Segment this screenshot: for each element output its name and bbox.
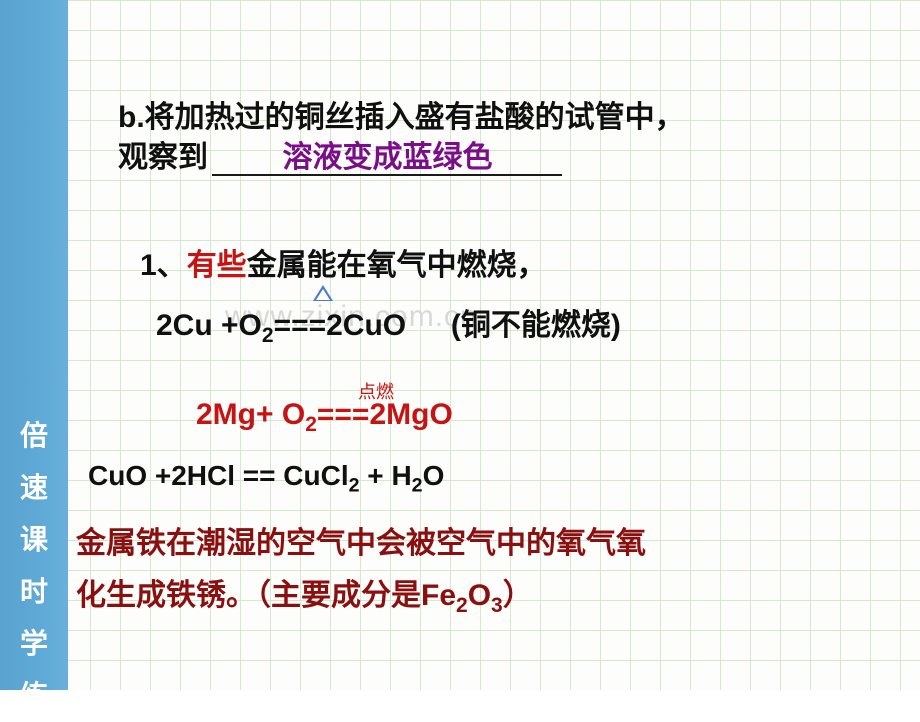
bottom-line1: 金属铁在潮湿的空气中会被空气中的氧气氧: [76, 518, 646, 562]
point1-rest: 金属能在氧气中燃烧，: [247, 249, 547, 282]
eq1-note: (铜不能燃烧): [451, 309, 621, 342]
equation-2: 2Mg+ O2===2MgO: [196, 398, 453, 437]
eq3-sub-b: 2: [412, 475, 423, 497]
sidebar-title: 倍 速 课 时 学 练: [12, 410, 56, 722]
section-b-line2: 观察到 溶液变成蓝绿色: [118, 132, 562, 176]
section-b-pre: 观察到: [118, 141, 208, 174]
sidebar-char: 学: [12, 618, 56, 670]
slide-content: b.将加热过的铜丝插入盛有盐酸的试管中， 观察到 溶液变成蓝绿色 1、有些金属能…: [68, 0, 920, 690]
fill-blank: 溶液变成蓝绿色: [212, 142, 562, 176]
eq3-a: CuO +2HCl == CuCl: [88, 460, 349, 491]
section-b-line1: b.将加热过的铜丝插入盛有盐酸的试管中，: [118, 92, 685, 136]
bottom-line2: 化生成铁锈。（主要成分是Fe2O3）: [76, 570, 533, 618]
sidebar-char: 速: [12, 462, 56, 514]
blank-answer: 溶液变成蓝绿色: [212, 132, 562, 176]
bottom-sub1: 2: [456, 594, 468, 617]
eq1-sub: 2: [262, 324, 274, 347]
sidebar: 倍 速 课 时 学 练: [0, 0, 68, 690]
sidebar-char: 时: [12, 566, 56, 618]
heat-triangle-icon: [311, 284, 335, 302]
sidebar-char: 倍: [12, 410, 56, 462]
section-b-prefix: b.: [118, 101, 145, 134]
bottom-sub2: 3: [491, 594, 503, 617]
eq2-sub: 2: [305, 413, 317, 436]
point1-red: 有些: [187, 249, 247, 282]
eq2-condition: 点燃: [358, 378, 394, 404]
section-b-text1: 将加热过的铜丝插入盛有盐酸的试管中，: [145, 101, 685, 134]
bottom-line2-a: 化生成铁锈。（主要成分是Fe: [76, 579, 456, 612]
bottom-line2-b: O: [468, 579, 491, 612]
eq1-left: 2Cu +O: [156, 309, 262, 342]
eq1-mid: ===2CuO: [274, 309, 407, 342]
eq3-sub-a: 2: [349, 475, 360, 497]
sidebar-char: 课: [12, 514, 56, 566]
point1-num: 1、: [140, 249, 187, 282]
eq3-b: + H: [360, 460, 412, 491]
eq3-c: O: [423, 460, 445, 491]
equation-1: 2Cu +O2===2CuO (铜不能燃烧): [156, 300, 621, 348]
sidebar-char: 练: [12, 670, 56, 722]
bottom-line2-c: ）: [503, 579, 533, 612]
equation-3: CuO +2HCl == CuCl2 + H2O: [88, 460, 444, 498]
eq2-left: 2Mg+ O: [196, 398, 305, 431]
point-1: 1、有些金属能在氧气中燃烧，: [140, 240, 547, 284]
